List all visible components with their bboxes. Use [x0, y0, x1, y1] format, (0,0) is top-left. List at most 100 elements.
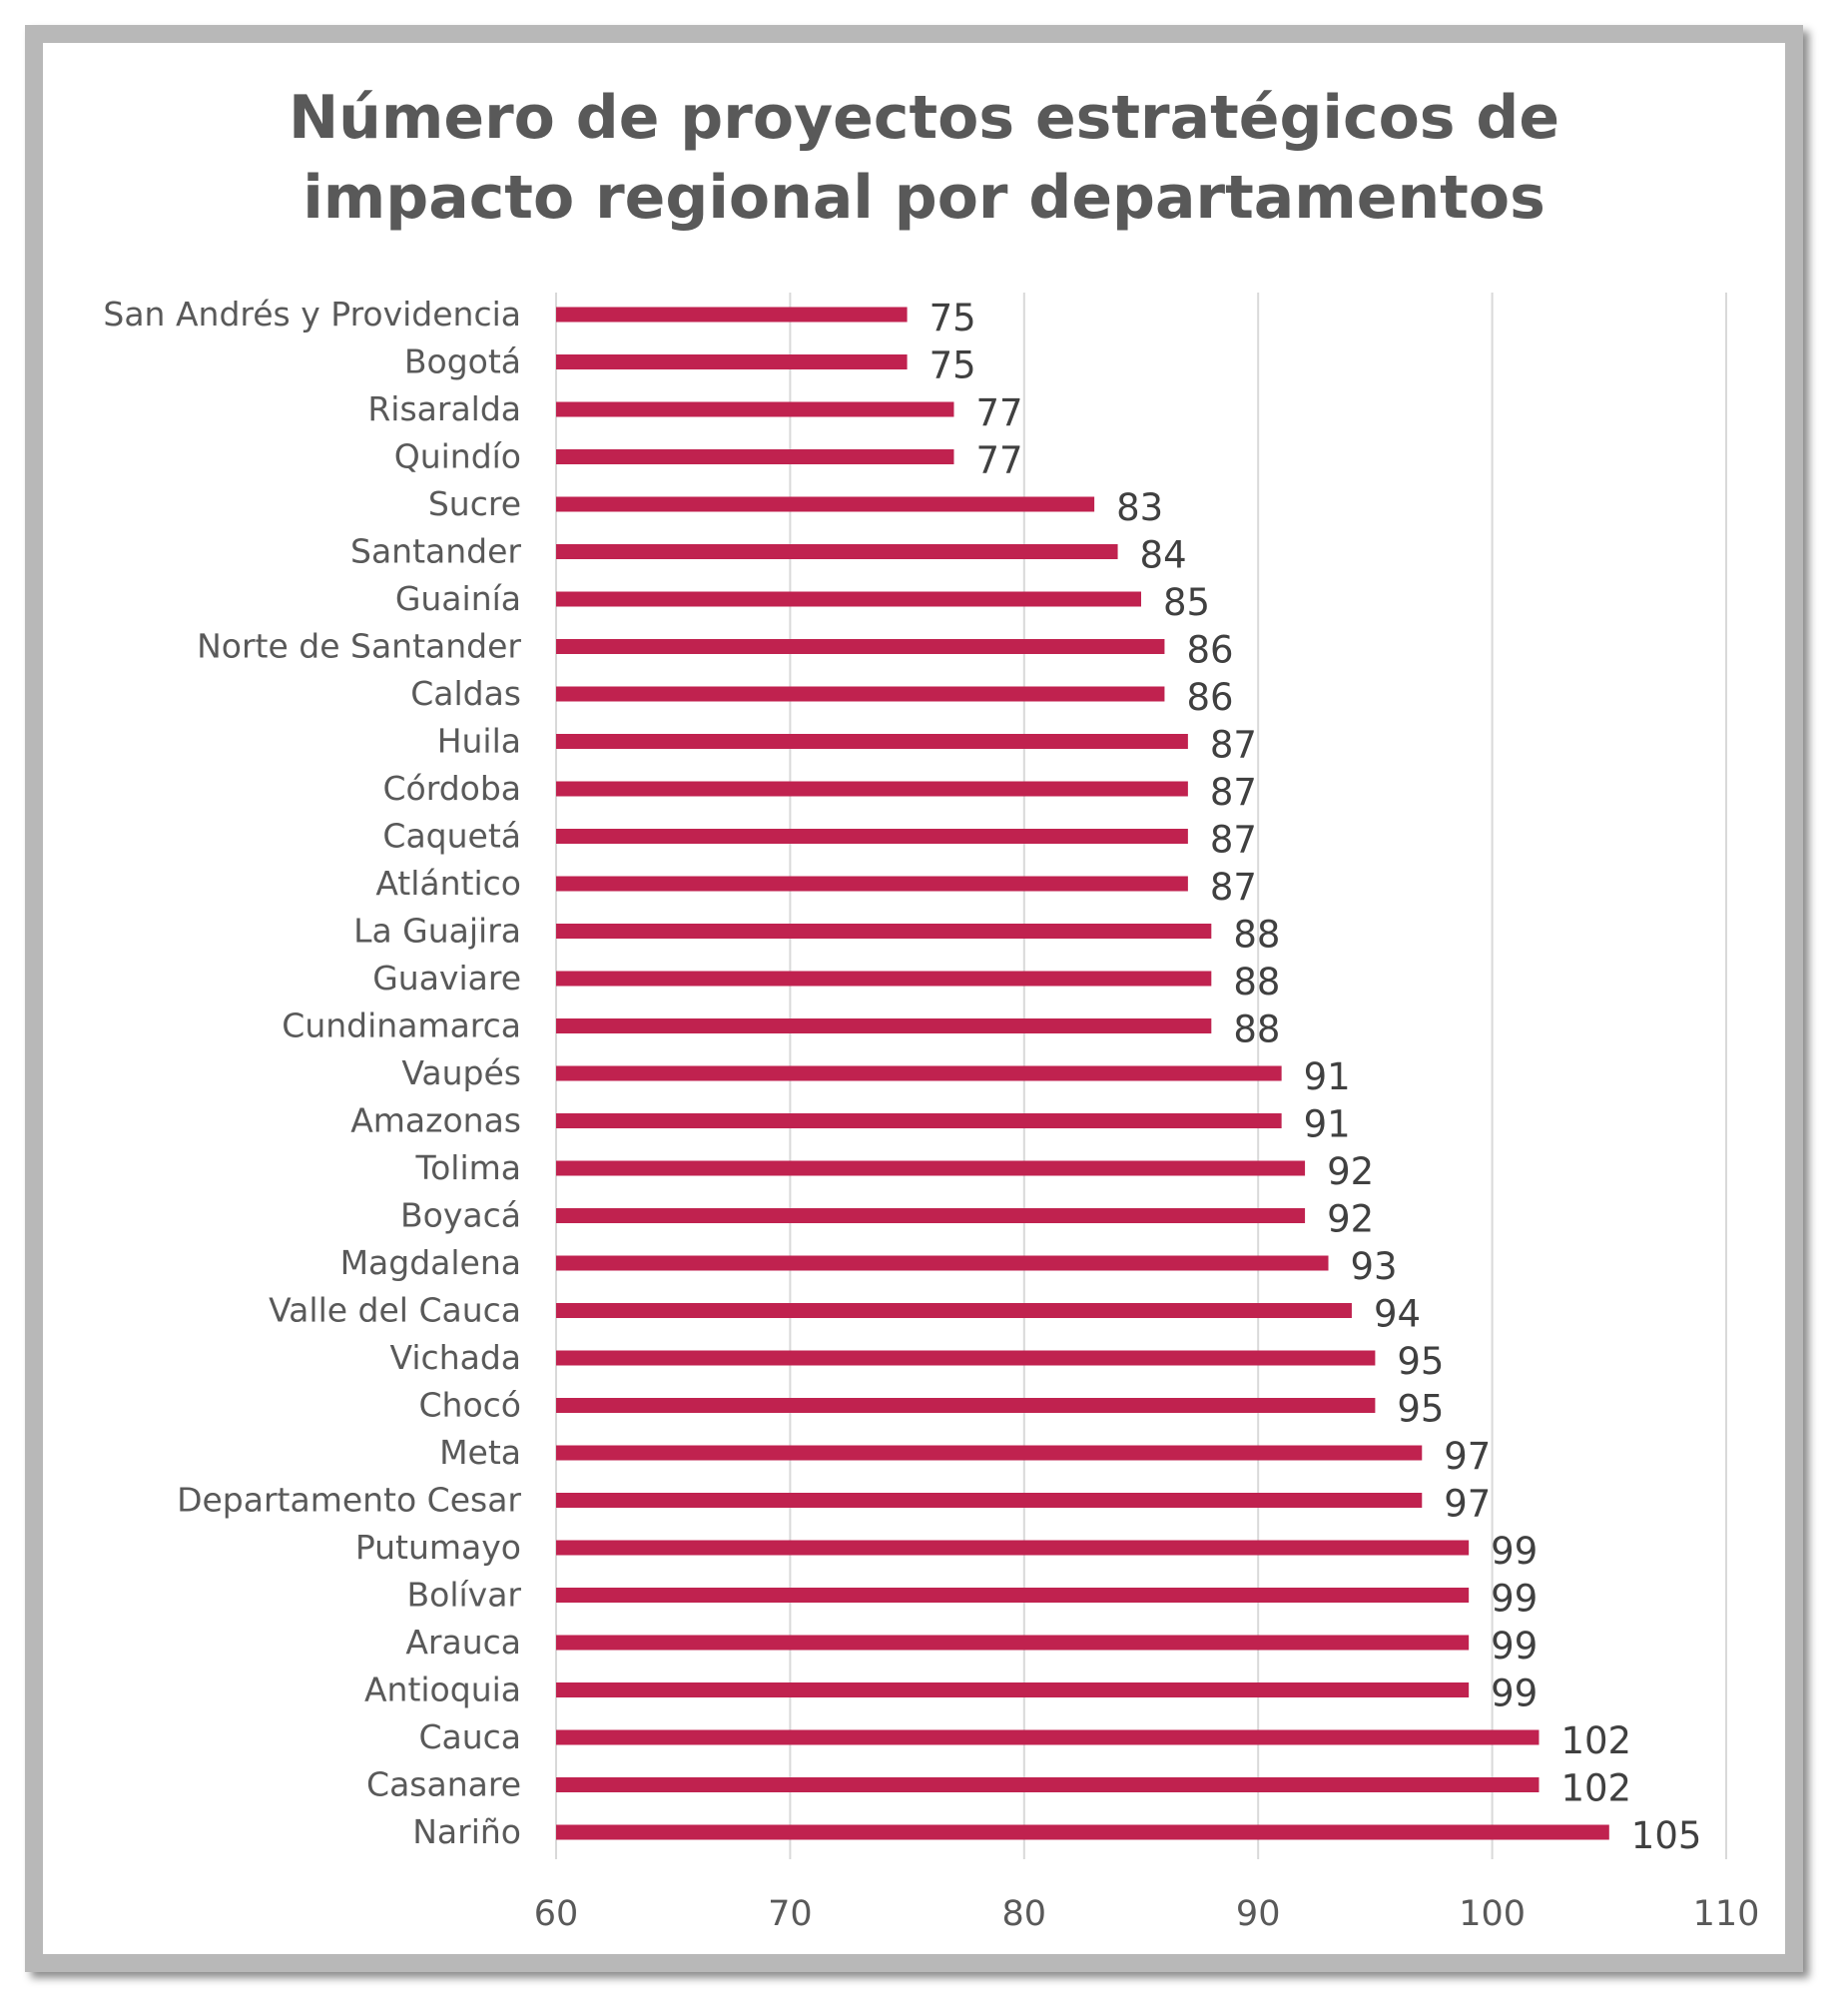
category-label: Guaviare [372, 959, 521, 998]
category-label: Caldas [410, 674, 521, 713]
value-label: 92 [1327, 1198, 1374, 1241]
value-label: 88 [1233, 914, 1280, 957]
value-label: 87 [1210, 819, 1257, 862]
bar [556, 544, 1118, 559]
value-label: 97 [1444, 1435, 1491, 1478]
category-label: Meta [439, 1433, 521, 1472]
category-label: Vaupés [401, 1053, 521, 1092]
value-label: 99 [1491, 1625, 1538, 1668]
value-label: 102 [1560, 1767, 1631, 1810]
category-label: Casanare [366, 1765, 521, 1804]
x-tick-label: 110 [1693, 1894, 1760, 1934]
bar [556, 1635, 1470, 1651]
value-label: 86 [1186, 629, 1233, 672]
category-label: Norte de Santander [197, 627, 521, 666]
category-label: Amazonas [350, 1101, 521, 1140]
category-label: Valle del Cauca [269, 1291, 521, 1330]
x-tick-label: 100 [1459, 1894, 1526, 1934]
category-label: Boyacá [400, 1196, 521, 1235]
bar [556, 401, 954, 417]
bar [556, 1160, 1306, 1176]
category-label: San Andrés y Providencia [103, 295, 521, 334]
chart-title-line-1: Número de proyectos estratégicos de [288, 83, 1560, 153]
bar [556, 449, 954, 464]
bar [556, 496, 1095, 512]
value-label: 84 [1140, 534, 1187, 577]
bar [556, 1113, 1282, 1128]
category-label: La Guajira [353, 912, 521, 951]
value-label: 87 [1210, 866, 1257, 909]
bar [556, 924, 1212, 939]
value-label: 75 [929, 344, 976, 387]
bar [556, 829, 1188, 844]
category-label: Tolima [415, 1148, 521, 1187]
x-tick-label: 60 [534, 1894, 579, 1934]
bar [556, 1350, 1376, 1366]
chart-title-line-2: impacto regional por departamentos [303, 163, 1545, 233]
category-label: Departamento Cesar [177, 1481, 521, 1520]
bar [556, 971, 1212, 987]
value-label: 77 [975, 391, 1022, 434]
x-tick-label: 90 [1236, 1894, 1281, 1934]
value-label: 85 [1163, 581, 1210, 624]
category-label: Quindío [394, 437, 521, 476]
bar [556, 591, 1141, 607]
bar [556, 1729, 1540, 1745]
category-label: Vichada [390, 1338, 521, 1377]
category-label: Córdoba [382, 769, 521, 808]
bar [556, 1208, 1306, 1223]
category-label: Bolívar [407, 1576, 522, 1615]
bar [556, 1824, 1609, 1840]
bar [556, 307, 908, 323]
value-label: 105 [1631, 1814, 1702, 1857]
value-label: 87 [1210, 724, 1257, 767]
bar [556, 1493, 1423, 1508]
category-label: Santander [350, 532, 521, 571]
bar [556, 1255, 1329, 1271]
value-label: 91 [1304, 1055, 1351, 1098]
category-label: Sucre [428, 484, 521, 523]
bar [556, 1682, 1470, 1697]
category-label: Putumayo [355, 1528, 521, 1567]
x-tick-label: 70 [768, 1894, 813, 1934]
bar [556, 354, 908, 369]
category-label: Magdalena [340, 1243, 521, 1282]
chart-title: Número de proyectos estratégicos de impa… [0, 78, 1848, 238]
bar [556, 1303, 1352, 1318]
category-label: Antioquia [364, 1671, 521, 1709]
bar [556, 1065, 1282, 1081]
bar [556, 639, 1165, 654]
value-label: 75 [929, 297, 976, 339]
value-label: 86 [1186, 676, 1233, 719]
category-label: Cauca [418, 1717, 521, 1756]
value-label: 99 [1491, 1673, 1538, 1715]
bar [556, 781, 1188, 797]
value-label: 94 [1374, 1293, 1421, 1336]
value-label: 99 [1491, 1578, 1538, 1621]
value-label: 88 [1233, 1008, 1280, 1051]
value-label: 93 [1351, 1245, 1398, 1288]
value-label: 92 [1327, 1150, 1374, 1193]
category-label: Cundinamarca [282, 1006, 521, 1045]
bar [556, 1018, 1212, 1033]
value-label: 99 [1491, 1530, 1538, 1573]
bar [556, 1398, 1376, 1413]
bar [556, 686, 1165, 702]
category-label: Huila [437, 722, 521, 761]
category-label: Chocó [419, 1386, 521, 1425]
bar [556, 734, 1188, 749]
category-label: Nariño [412, 1812, 521, 1851]
value-label: 97 [1444, 1483, 1491, 1526]
category-label: Caquetá [382, 817, 521, 856]
bar [556, 1445, 1423, 1461]
value-label: 91 [1304, 1103, 1351, 1146]
value-label: 102 [1560, 1719, 1631, 1762]
category-label: Bogotá [404, 342, 521, 381]
x-tick-label: 80 [1002, 1894, 1047, 1934]
value-label: 95 [1397, 1388, 1444, 1431]
bar [556, 876, 1188, 892]
bar [556, 1588, 1470, 1603]
value-label: 95 [1397, 1340, 1444, 1383]
value-label: 77 [975, 439, 1022, 482]
